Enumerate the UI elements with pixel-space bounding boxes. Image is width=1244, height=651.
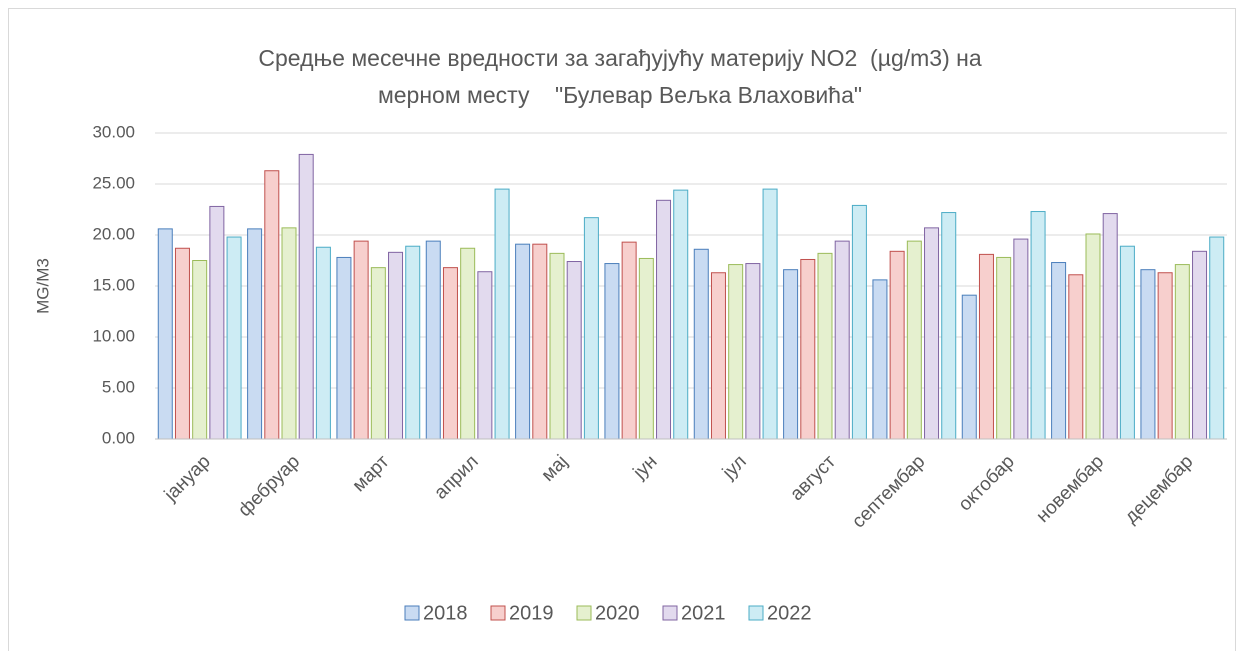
bar	[174, 247, 190, 440]
y-axis-label: MG/M3	[33, 258, 52, 314]
y-tick-label: 5.00	[102, 377, 135, 396]
bar	[157, 228, 173, 440]
bar	[1051, 262, 1067, 440]
bar	[1085, 233, 1101, 440]
chart-title: мерном месту "Булевар Вељка Влаховића"	[378, 82, 862, 108]
legend-label: 2018	[423, 602, 468, 624]
legend-swatch	[662, 605, 678, 621]
y-tick-label: 10.00	[92, 326, 135, 345]
bar	[693, 248, 709, 440]
bar	[315, 246, 331, 440]
legend-label: 2022	[767, 602, 812, 624]
bar	[638, 257, 654, 440]
bar	[656, 199, 672, 440]
legend-label: 2019	[509, 602, 554, 624]
bar	[817, 252, 833, 440]
bar	[710, 272, 726, 440]
bar	[425, 240, 441, 440]
bar	[673, 189, 689, 440]
bar	[924, 227, 940, 440]
bar	[1209, 236, 1225, 440]
bar	[745, 263, 761, 440]
bar	[353, 240, 369, 440]
legend-swatch	[490, 605, 506, 621]
bar	[978, 253, 994, 440]
bar	[247, 228, 263, 440]
y-tick-label: 15.00	[92, 275, 135, 294]
bar	[800, 258, 816, 440]
bar	[604, 263, 620, 440]
bar	[336, 256, 352, 440]
bar	[1013, 238, 1029, 440]
bar	[1192, 250, 1208, 440]
bar	[405, 245, 421, 440]
bar	[264, 170, 280, 440]
bar	[872, 279, 888, 440]
bar	[906, 240, 922, 440]
bar	[1102, 213, 1118, 440]
legend-swatch	[748, 605, 764, 621]
bar	[1174, 264, 1190, 440]
y-tick-label: 30.00	[92, 122, 135, 141]
bar	[226, 236, 242, 440]
bar	[889, 250, 905, 440]
bar	[549, 252, 565, 440]
bar	[388, 251, 404, 440]
bar	[477, 271, 493, 440]
bar	[515, 243, 531, 440]
bar	[941, 212, 957, 440]
legend-swatch	[576, 605, 592, 621]
y-tick-label: 0.00	[102, 428, 135, 447]
legend-swatch	[404, 605, 420, 621]
bar	[281, 227, 297, 440]
chart-title: Средње месечне вредности за загађујућу м…	[258, 45, 981, 71]
bar	[1157, 272, 1173, 440]
bar	[1030, 211, 1046, 440]
bar	[1119, 245, 1135, 440]
bar	[1140, 269, 1156, 440]
bar	[209, 205, 225, 440]
bar	[442, 267, 458, 440]
bar	[762, 188, 778, 440]
legend-label: 2020	[595, 602, 640, 624]
bar	[1068, 274, 1084, 440]
bar	[583, 217, 599, 440]
bar	[494, 188, 510, 440]
bar	[961, 294, 977, 440]
bar	[621, 241, 637, 440]
bar	[566, 261, 582, 440]
bar	[834, 240, 850, 440]
bar	[532, 243, 548, 440]
bar	[851, 204, 867, 440]
bar	[298, 153, 314, 440]
bar	[996, 256, 1012, 440]
bar	[783, 269, 799, 440]
bar	[728, 264, 744, 440]
y-tick-label: 20.00	[92, 224, 135, 243]
y-tick-label: 25.00	[92, 173, 135, 192]
bar	[460, 247, 476, 440]
legend-label: 2021	[681, 602, 726, 624]
bar	[192, 260, 208, 440]
bar	[370, 267, 386, 440]
